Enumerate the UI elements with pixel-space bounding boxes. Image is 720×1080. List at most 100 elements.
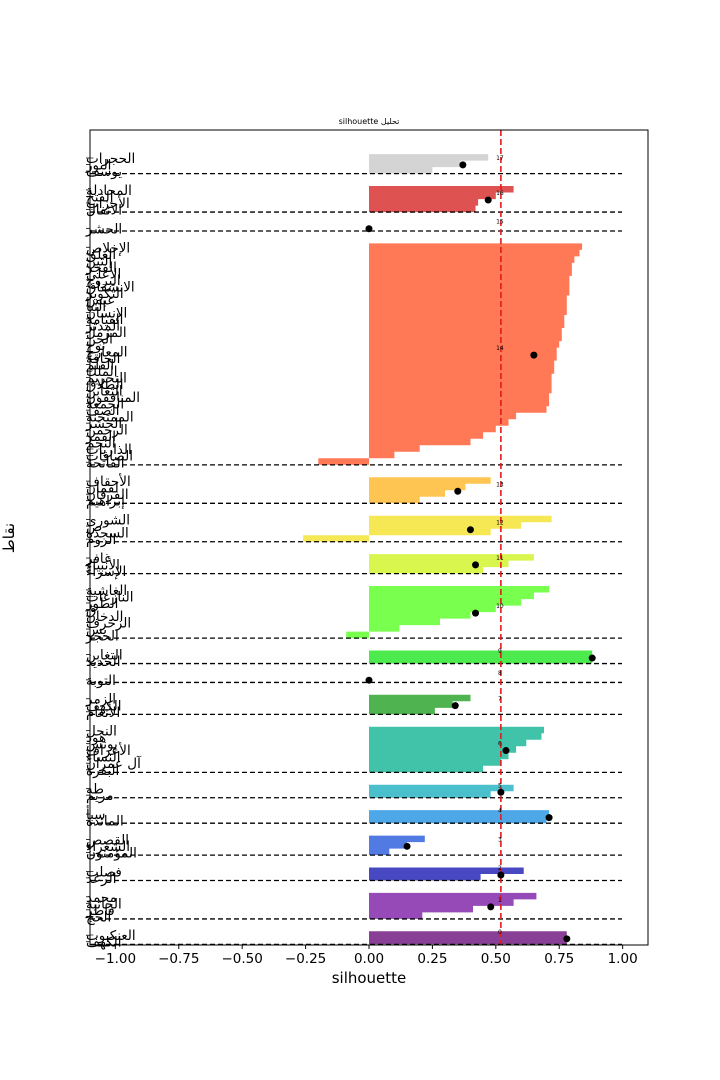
y-tick-label: إبراهيم <box>86 494 125 510</box>
y-tick-label: الأعراف <box>86 742 131 759</box>
y-tick-label: المزمل <box>86 325 127 341</box>
y-tick-label: الانشقاق <box>86 279 135 295</box>
y-tick-label: الأحقاف <box>86 473 131 490</box>
y-tick-label: التوبة <box>86 673 116 689</box>
x-tick-label: −0.50 <box>221 951 262 967</box>
cluster-silhouette-area <box>369 650 593 664</box>
y-tick-label: الجن <box>86 331 113 347</box>
cluster-silhouette-area <box>369 784 514 798</box>
y-tick-label: الصافات <box>86 449 133 465</box>
cluster-centroid <box>497 788 505 796</box>
y-tick-label: الإخلاص <box>86 240 130 256</box>
y-tick-label: الطلاق <box>86 377 123 393</box>
y-tick-label: المعارج <box>86 345 128 361</box>
y-tick-label: الكهف <box>86 935 122 951</box>
y-tick-label: البقرة <box>86 763 119 779</box>
y-tick-label: الغاشية <box>86 583 127 599</box>
cluster-centroid <box>487 903 495 911</box>
x-tick-label: −0.25 <box>285 951 326 967</box>
cluster-centroid <box>403 842 411 850</box>
cluster-id-label: 8 <box>498 670 502 677</box>
y-tick-label: محمد <box>86 890 117 906</box>
cluster-silhouette-area <box>369 694 471 715</box>
cluster-id-label: 12 <box>496 520 504 527</box>
cluster-centroid <box>545 814 553 822</box>
cluster-centroid <box>563 935 571 943</box>
cluster-silhouette-area <box>369 835 425 856</box>
y-tick-label: مريم <box>86 788 113 804</box>
cluster-centroid <box>459 161 467 169</box>
cluster-id-label: 15 <box>496 219 504 226</box>
cluster-centroid <box>454 487 462 495</box>
y-tick-label: الحاقة <box>86 351 120 367</box>
cluster-centroid <box>365 225 373 233</box>
y-tick-label: الفتح <box>86 189 113 205</box>
y-tick-label: الجمعة <box>86 397 124 413</box>
cluster-id-label: 16 <box>496 190 504 197</box>
y-tick-label: النجم <box>86 436 116 452</box>
cluster-centroid <box>502 747 510 755</box>
y-tick-label: غافر <box>85 551 111 567</box>
y-tick-label: الدخان <box>86 609 123 625</box>
y-tick-label: التغابن <box>86 647 123 663</box>
y-tick-label: التحريم <box>86 371 127 387</box>
y-tick-label: العنكبوت <box>86 928 136 944</box>
cluster-centroid <box>466 526 474 534</box>
cluster-silhouette-area <box>369 154 489 174</box>
y-tick-label: الصف <box>86 403 120 419</box>
y-tick-label: الأعلى <box>86 265 121 282</box>
y-tick-label: ق <box>86 602 96 618</box>
cluster-id-label: 14 <box>496 345 504 352</box>
x-tick-label: −0.75 <box>158 951 199 967</box>
y-tick-label: يوسف <box>86 164 122 180</box>
cluster-centroid <box>472 561 480 569</box>
y-tick-label: الأنبياء <box>86 557 120 574</box>
y-tick-label: الزمر <box>85 692 116 708</box>
y-tick-label: الزخرف <box>86 616 131 632</box>
y-tick-label: الأنعام <box>86 704 120 721</box>
x-axis-ticks: −1.00 −0.75 −0.50 −0.25 0.00 0.25 0.50 0.75 1.00 <box>95 945 638 967</box>
y-tick-label: المدثر <box>85 318 120 334</box>
y-tick-labels: العنكبوتالكهفمحمدالجاثيةفاطرالحجفصلتالرع… <box>85 151 142 951</box>
cluster-dividers <box>90 172 622 945</box>
cluster-centroid <box>472 609 480 617</box>
cluster-silhouette-area <box>369 477 491 504</box>
cluster-id-label: 2 <box>498 865 502 872</box>
y-tick-label: السجدة <box>86 526 129 542</box>
cluster-silhouette-area <box>346 586 550 639</box>
y-tick-label: يس <box>86 622 107 638</box>
cluster-centroid <box>484 196 492 204</box>
y-tick-label: التغابن <box>86 384 123 400</box>
y-tick-label: المجادلة <box>86 183 132 199</box>
cluster-centroid <box>588 654 596 662</box>
cluster-centroid <box>530 351 538 359</box>
y-tick-label: البروج <box>86 273 121 289</box>
y-tick-label: الممتحنة <box>86 410 134 426</box>
cluster-silhouette-area <box>369 810 550 824</box>
y-tick-label: القيامة <box>86 312 123 328</box>
y-tick-label: النازعات <box>86 589 133 605</box>
cluster-silhouette-area <box>369 186 514 213</box>
cluster-id-label: 0 <box>498 929 502 936</box>
chart-title: silhouette تحليل <box>339 117 400 126</box>
cluster-silhouette-area <box>369 931 567 945</box>
y-tick-label: الحج <box>86 909 111 925</box>
y-tick-label: الشعراء <box>86 839 130 855</box>
x-tick-label: 0.50 <box>481 951 511 967</box>
cluster-silhouette-area <box>369 867 524 881</box>
cluster-panels <box>303 154 593 945</box>
y-tick-label: القمر <box>85 429 116 445</box>
cluster-silhouette-area <box>318 243 583 465</box>
y-tick-label: النساء <box>86 750 120 766</box>
cluster-centroids <box>365 161 596 943</box>
y-tick-label: عبس <box>86 292 115 308</box>
y-tick-label: الحشر <box>85 416 122 432</box>
cluster-id-label: 10 <box>496 603 504 610</box>
cluster-centroid <box>365 676 373 684</box>
y-tick-label: الرحمن <box>86 423 128 439</box>
x-tick-label: −1.00 <box>95 951 136 967</box>
y-tick-label: النحل <box>86 724 117 740</box>
